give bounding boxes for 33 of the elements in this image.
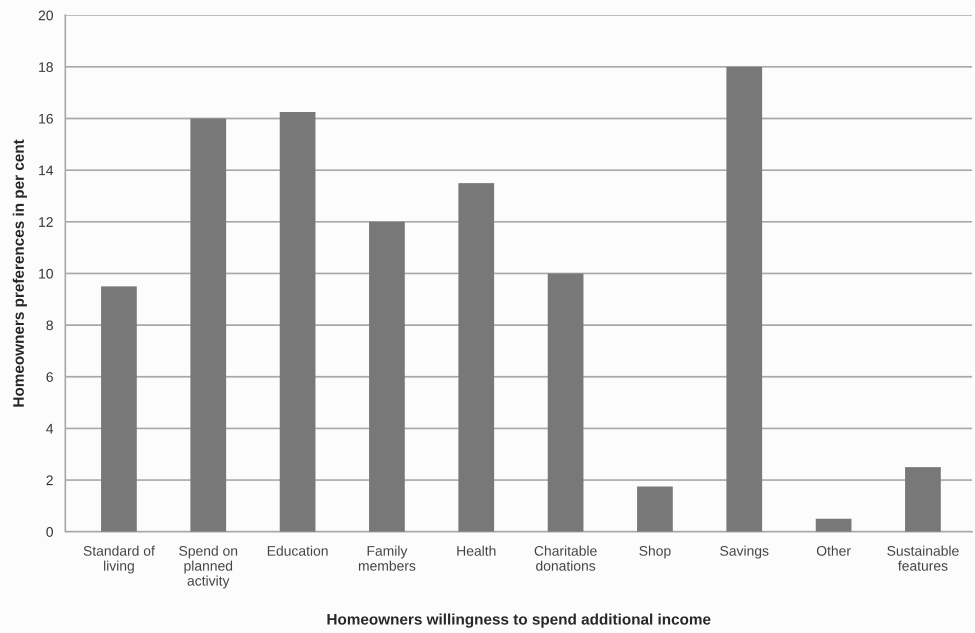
- x-tick-label: Shop: [639, 546, 671, 559]
- y-tick-label: 18: [39, 62, 53, 72]
- bar: [369, 222, 405, 532]
- bar: [637, 486, 673, 532]
- y-tick-label: 6: [46, 372, 53, 382]
- y-tick-label: 16: [39, 114, 53, 124]
- bar: [905, 467, 941, 532]
- x-tick-label: Spend on planned activity: [179, 546, 238, 588]
- bar: [280, 112, 316, 532]
- y-tick-label: 14: [39, 166, 54, 176]
- x-axis-title: Homeowners willingness to spend additional income: [327, 613, 710, 628]
- x-tick-label: Family members: [358, 546, 416, 571]
- bar: [816, 518, 852, 532]
- bar: [190, 118, 226, 532]
- x-tick-label: Sustainable features: [887, 546, 959, 571]
- y-tick-label: 0: [46, 527, 53, 537]
- y-tick-label: 2: [46, 475, 53, 486]
- y-tick-label: 20: [38, 10, 53, 20]
- y-tick-label: 10: [39, 268, 53, 279]
- bar: [726, 66, 762, 532]
- x-tick-label: Charitable donations: [534, 546, 597, 571]
- x-tick-label: Education: [268, 546, 328, 556]
- bar: [548, 273, 584, 532]
- y-tick-label: 4: [46, 424, 54, 434]
- y-axis-title: Homeowners preferences in per cent: [12, 139, 27, 407]
- x-tick-label: Savings: [720, 546, 768, 559]
- bar: [458, 183, 494, 532]
- x-tick-label: Health: [457, 546, 496, 556]
- x-tick-label: Standard of living: [84, 546, 155, 574]
- y-tick-label: 12: [39, 217, 53, 227]
- bar: [101, 286, 137, 532]
- y-tick-label: 8: [46, 320, 53, 330]
- x-tick-label: Other: [816, 546, 851, 556]
